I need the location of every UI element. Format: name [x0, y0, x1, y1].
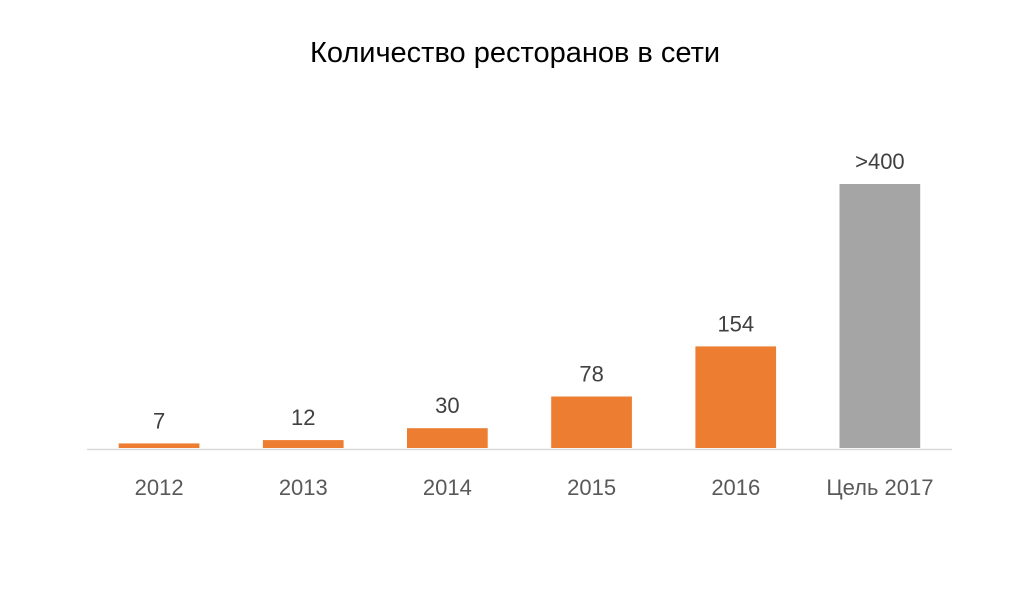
bar-0: [118, 443, 200, 448]
x-tick-label-4: 2016: [711, 475, 760, 500]
data-labels-group: 7 12 30 78 154 >400: [153, 149, 905, 433]
x-tick-label-3: 2015: [567, 475, 616, 500]
bars-group: [118, 184, 921, 448]
x-tick-label-2: 2014: [423, 475, 472, 500]
data-label-2: 30: [435, 393, 459, 418]
x-tick-label-1: 2013: [279, 475, 328, 500]
bar-5: [839, 184, 921, 448]
data-label-5: >400: [855, 149, 905, 174]
bar-2: [407, 428, 488, 448]
bar-4: [695, 346, 777, 448]
bar-1: [262, 440, 344, 448]
bar-3: [551, 396, 632, 448]
data-label-0: 7: [153, 408, 165, 433]
data-label-4: 154: [717, 311, 754, 336]
x-tick-labels-group: 2012 2013 2014 2015 2016 Цель 2017: [135, 475, 934, 500]
x-tick-label-0: 2012: [135, 475, 184, 500]
data-label-3: 78: [579, 362, 603, 387]
chart-title: Количество ресторанов в сети: [310, 37, 720, 69]
x-tick-label-5: Цель 2017: [826, 475, 933, 500]
data-label-1: 12: [291, 405, 315, 430]
